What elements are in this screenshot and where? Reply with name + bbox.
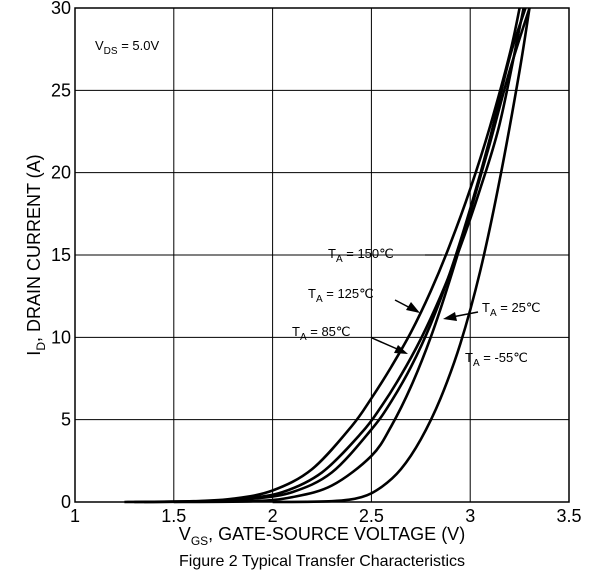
annotation-label-25: TA = 25℃ [482,300,541,319]
curve-minus55c [272,7,531,504]
annotation-label-minus55: TA = -55℃ [465,350,528,369]
annotation-arrowhead-85 [394,345,408,354]
y-tick-label: 10 [51,327,71,347]
y-tick-label: 5 [61,410,71,430]
annotation-85: TA = 85℃ [292,324,408,354]
x-axis-title: VGS, GATE-SOURCE VOLTAGE (V) [179,524,465,548]
x-tick-label: 1.5 [161,506,186,526]
x-tick-label: 2 [268,506,278,526]
y-tick-label: 30 [51,0,71,18]
annotation-minus55: TA = -55℃ [465,350,528,369]
annotation-label-150: TA = 150℃ [328,246,394,265]
curve-25c [173,7,531,504]
annotation-arrowhead-25 [443,312,457,321]
x-tick-label: 3.5 [556,506,581,526]
y-tick-label: 25 [51,80,71,100]
x-tick-label: 2.5 [359,506,384,526]
annotation-150: TA = 150℃ [328,246,442,265]
annotation-label-125: TA = 125℃ [308,286,374,305]
y-tick-label: 20 [51,163,71,183]
grid [75,8,569,502]
curve-150c [124,7,521,504]
x-tick-label: 1 [70,506,80,526]
y-tick-label: 15 [51,245,71,265]
x-tick-label: 3 [465,506,475,526]
figure-caption: Figure 2 Typical Transfer Characteristic… [179,553,465,570]
y-tick-label: 0 [61,492,71,512]
y-axis-title: ID, DRAIN CURRENT (A) [24,154,48,355]
annotation-25: TA = 25℃ [443,300,541,321]
vds-condition-label: VDS = 5.0V [95,38,159,57]
annotation-label-85: TA = 85℃ [292,324,351,343]
annotation-125: TA = 125℃ [308,286,420,313]
curves [124,7,531,504]
tick-labels: 1 1.5 2 2.5 3 3.5 0 5 10 15 20 25 30 [51,0,582,526]
annotation-arrowhead-125 [406,302,420,313]
